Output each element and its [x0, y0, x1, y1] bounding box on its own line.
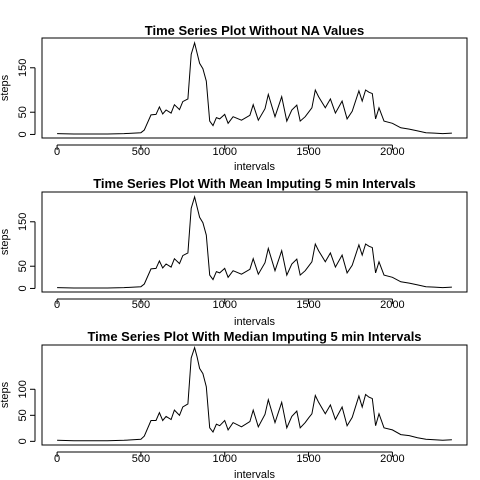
panel-median-imputing: Time Series Plot With Median Imputing 5 …	[0, 329, 468, 480]
x-tick-label: 1500	[296, 453, 320, 465]
y-tick-label: 50	[17, 260, 29, 272]
y-tick-label: 150	[17, 59, 29, 77]
y-axis-label: steps	[0, 228, 11, 255]
chart-title: Time Series Plot Without NA Values	[145, 23, 365, 38]
y-tick-label: 50	[17, 409, 29, 421]
chart-title: Time Series Plot With Mean Imputing 5 mi…	[93, 176, 416, 191]
series-line-0	[57, 40, 452, 135]
x-axis-label: intervals	[234, 161, 275, 173]
x-tick-label: 2000	[380, 146, 404, 158]
y-tick-label: 150	[17, 213, 29, 231]
x-tick-label: 2000	[380, 453, 404, 465]
y-tick-label: 0	[17, 131, 29, 137]
y-axis-label: steps	[0, 74, 11, 101]
x-tick-label: 0	[54, 453, 60, 465]
y-tick-label: 50	[17, 106, 29, 118]
x-tick-label: 1500	[296, 299, 320, 311]
x-axis-label: intervals	[234, 316, 275, 328]
series-line-0	[57, 194, 452, 289]
series-line-0	[57, 345, 452, 442]
x-tick-label: 500	[132, 299, 150, 311]
x-axis-label: intervals	[234, 469, 275, 480]
x-tick-label: 0	[54, 146, 60, 158]
x-tick-label: 1000	[212, 146, 236, 158]
plot-frame	[41, 37, 468, 139]
plot-frame	[41, 191, 468, 293]
x-tick-label: 500	[132, 453, 150, 465]
y-tick-label: 100	[17, 380, 29, 398]
panel-mean-imputing: Time Series Plot With Mean Imputing 5 mi…	[0, 176, 468, 328]
x-tick-label: 0	[54, 299, 60, 311]
x-tick-label: 1000	[212, 453, 236, 465]
plot-frame	[41, 344, 468, 446]
x-tick-label: 2000	[380, 299, 404, 311]
y-tick-label: 0	[17, 438, 29, 444]
x-tick-label: 1000	[212, 299, 236, 311]
y-tick-label: 0	[17, 285, 29, 291]
chart-title: Time Series Plot With Median Imputing 5 …	[87, 329, 421, 344]
x-tick-label: 1500	[296, 146, 320, 158]
y-axis-label: steps	[0, 381, 11, 408]
x-tick-label: 500	[132, 146, 150, 158]
